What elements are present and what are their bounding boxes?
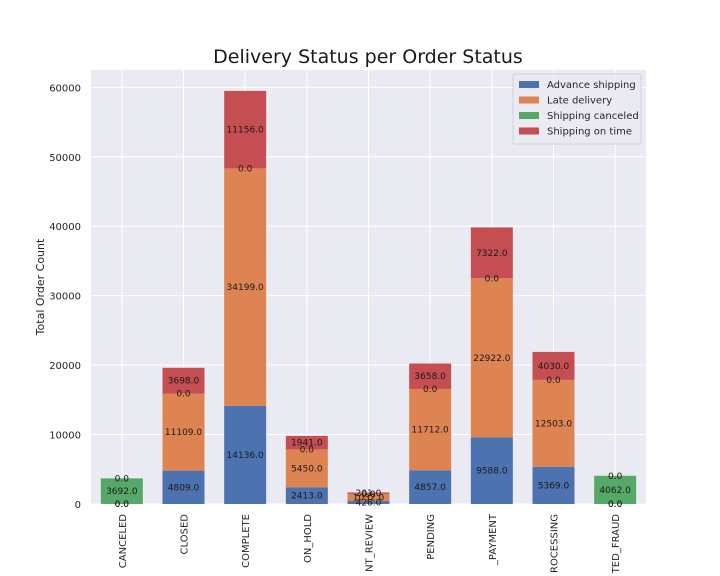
bar-payment-review-series-1 [347,493,390,502]
bar-value-labels: 0.0 0.0 3692.0 0.0 4809.0 11109.0 0.0 3698.0 141… [106,126,631,510]
value-label: 7322.0 [476,249,508,259]
value-label: 4030.0 [538,362,570,372]
bar-complete-series-3 [224,90,267,169]
value-label: 22922.0 [473,354,510,364]
value-label: 5450.0 [291,464,323,474]
x-tick-label: TED_FRAUD [611,514,622,575]
legend-swatch [519,112,539,119]
bar-pending-payment-series-0 [470,437,513,504]
bars [100,90,637,504]
bar-on-hold-series-1 [285,449,328,488]
legend-swatch [519,81,539,88]
x-tick-label: CLOSED [180,514,191,555]
y-tick-label: 10000 [49,431,81,442]
value-label: 5369.0 [538,481,570,491]
bar-processing-series-0 [532,466,575,504]
value-label: 3658.0 [414,372,446,382]
x-tick-label: ROCESSING [550,514,561,573]
legend-entry: Shipping canceled [547,111,639,122]
x-tick-label: PENDING [426,514,437,560]
value-label: 2413.0 [291,492,323,502]
bar-closed-series-0 [162,470,205,504]
x-axis-ticks: CANCELED CLOSED COMPLETE ON_HOLD NT_REVIEW PE… [118,513,622,574]
bar-pending-series-3 [409,363,452,389]
value-label: 0.0 [238,164,253,174]
bar-closed-series-1 [162,393,205,471]
value-label: 4062.0 [599,486,631,496]
x-tick-label: CANCELED [118,514,129,568]
bar-canceled-series-2 [100,478,143,504]
value-label: 0.0 [115,474,130,484]
value-label: 3692.0 [106,487,138,497]
bar-complete-series-0 [224,405,267,504]
legend-swatch [519,96,539,104]
value-label: 0.0 [423,385,438,395]
x-tick-label: _PAYMENT [488,513,499,566]
y-tick-label: 30000 [49,292,81,303]
bar-on-hold-series-0 [285,487,328,504]
value-label: 0.0 [546,376,561,386]
y-tick-label: 50000 [49,153,81,164]
value-label: 3698.0 [168,377,200,387]
bar-processing-series-3 [532,351,575,380]
y-tick-label: 0 [75,500,81,511]
value-label: 4857.0 [414,483,446,493]
legend-entry: Shipping on time [547,127,632,138]
x-tick-label: NT_REVIEW [365,514,376,572]
value-label: 426.0 [356,499,382,509]
value-label: 0.0 [485,274,500,284]
bar-suspected-fraud-series-2 [594,475,637,504]
value-label: 0.0 [115,500,130,510]
value-label: 11156.0 [227,126,264,136]
bar-processing-series-1 [532,379,575,467]
bar-payment-review-series-3 [347,492,390,494]
legend: Advance shipping Late delivery Shipping ca… [512,73,642,145]
value-label: 4809.0 [168,483,200,493]
x-tick-label: ON_HOLD [303,514,314,563]
value-label: 0.0 [608,500,623,510]
value-label: 1032.0 [353,493,385,503]
y-axis-label: Total Order Count [34,238,47,336]
value-label: 0.0 [115,500,130,510]
legend-swatch [519,127,539,135]
bar-pending-payment-series-3 [470,227,513,279]
bar-pending-payment-series-1 [470,278,513,438]
legend-entry: Late delivery [547,96,612,107]
value-label: 11109.0 [165,428,202,438]
value-label: 201.0 [356,489,382,499]
bar-complete-series-1 [224,168,267,406]
y-tick-label: 60000 [49,83,81,94]
x-tick-label: COMPLETE [241,514,252,568]
value-label: 0.0 [300,445,315,455]
value-label: 1941.0 [291,439,323,449]
value-label: 0.0 [361,490,376,500]
y-tick-label: 20000 [49,361,81,372]
value-label: 9588.0 [476,467,508,477]
y-axis-ticks: 0 10000 20000 30000 40000 50000 60000 [49,83,81,511]
legend-box [512,73,642,145]
chart-title: Delivery Status per Order Status [213,46,523,68]
y-tick-label: 40000 [49,222,81,233]
value-label: 0.0 [176,389,191,399]
value-label: 0.0 [608,472,623,482]
value-label: 12503.0 [535,419,572,429]
legend-entry: Advance shipping [547,80,636,91]
value-label: 34199.0 [227,283,264,293]
bar-payment-review-series-0 [347,501,390,504]
value-label: 14136.0 [227,451,264,461]
bar-closed-series-3 [162,367,205,394]
value-label: 11712.0 [412,426,449,436]
bar-pending-series-0 [409,470,452,504]
bar-pending-series-1 [409,388,452,471]
bar-on-hold-series-3 [285,435,328,450]
value-label: 0.0 [608,500,623,510]
